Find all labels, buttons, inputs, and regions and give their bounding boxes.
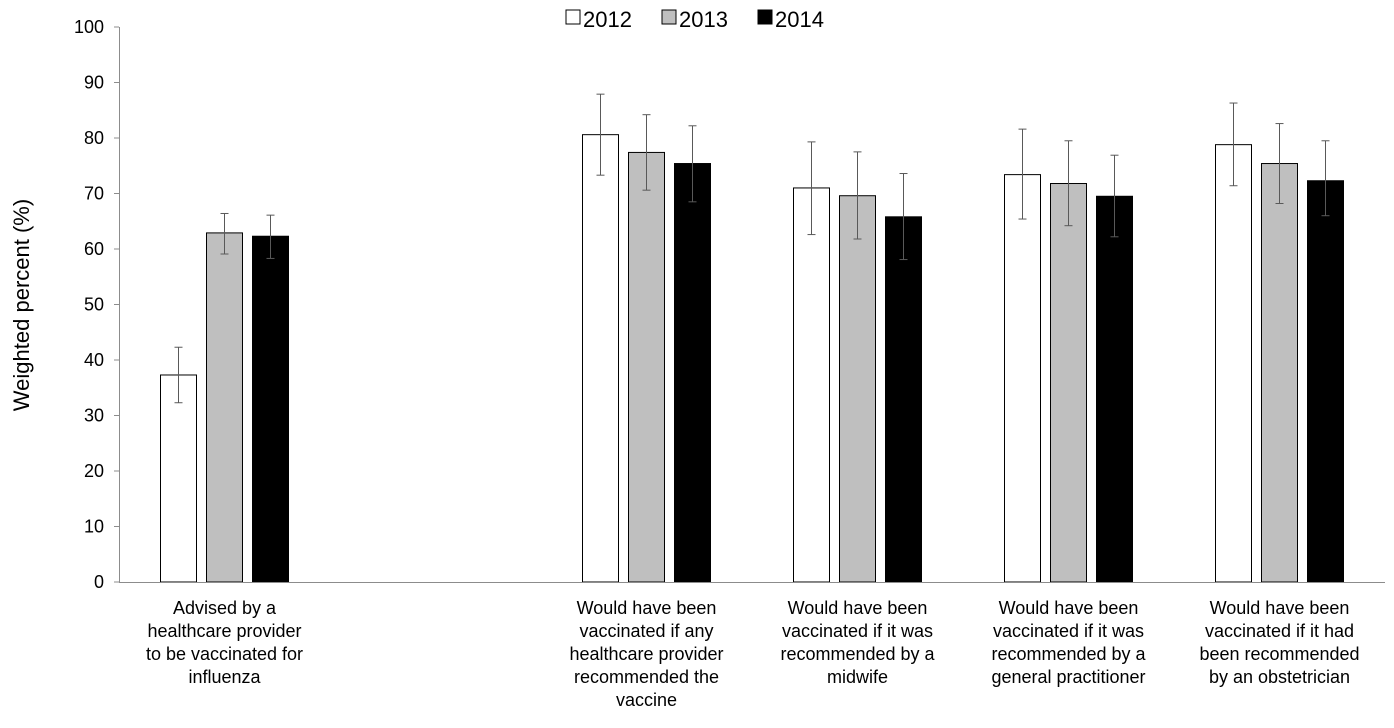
bar-2012	[793, 187, 830, 583]
y-axis-ticks: 0 10 20 30 40 50 60 70 80 90 100	[74, 17, 119, 592]
error-bar-2013	[642, 114, 651, 191]
y-axis-label: Weighted percent (%)	[9, 199, 34, 411]
y-tick-label: 0	[94, 572, 104, 592]
x-category-label: Would have been vaccinated if it had been …	[1199, 598, 1359, 687]
x-category-label: Would have been vaccinated if it was recom…	[991, 598, 1146, 687]
y-tick-label: 30	[84, 406, 104, 426]
y-tick-label: 60	[84, 239, 104, 259]
bar-2013	[1050, 183, 1087, 583]
error-bar-2013	[1064, 140, 1073, 227]
error-bar-2014	[1321, 140, 1330, 217]
y-tick-label: 50	[84, 295, 104, 315]
y-tick-label: 70	[84, 184, 104, 204]
y-tick-label: 20	[84, 461, 104, 481]
error-bar-2012	[807, 141, 816, 236]
bar-2012	[160, 374, 197, 583]
bar-2013	[839, 195, 876, 583]
legend: 2012 2013 2014	[565, 7, 824, 32]
bar-2014	[674, 163, 711, 583]
legend-swatch	[757, 9, 773, 25]
x-category-label: Would have been vaccinated if any healthca…	[569, 598, 723, 710]
error-bar-2014	[899, 173, 908, 261]
error-bar-2013	[220, 212, 229, 255]
error-bars	[174, 93, 1330, 404]
y-tick-label: 100	[74, 17, 104, 37]
legend-swatch	[661, 9, 677, 25]
x-category-label: Advised by a healthcare provider to be vac…	[146, 598, 303, 687]
bar-2012	[582, 134, 619, 583]
legend-swatch	[565, 9, 581, 25]
y-tick-label: 80	[84, 128, 104, 148]
y-tick-label: 10	[84, 517, 104, 537]
bar-2014	[1307, 180, 1344, 583]
error-bar-2012	[1018, 128, 1027, 220]
y-tick-label: 90	[84, 73, 104, 93]
bar-2013	[628, 151, 665, 583]
bar-2012	[1215, 144, 1252, 583]
x-category-label: Would have been vaccinated if it was recom…	[780, 598, 935, 687]
error-bar-2014	[1110, 154, 1119, 238]
error-bar-2013	[1275, 123, 1284, 204]
bar-2014	[1096, 195, 1133, 583]
legend-item-2014: 2014	[757, 7, 824, 32]
category-labels: Advised by a healthcare provider to be vac…	[146, 598, 1360, 710]
error-bar-2012	[596, 93, 605, 176]
bar-2012	[1004, 174, 1041, 583]
error-bar-2013	[853, 151, 862, 240]
error-bar-2014	[688, 125, 697, 203]
error-bar-2012	[174, 346, 183, 404]
legend-label: 2013	[679, 7, 728, 32]
y-tick-label: 40	[84, 350, 104, 370]
bar-2013	[1261, 163, 1298, 583]
error-bar-2012	[1229, 102, 1238, 187]
bar-2014	[252, 235, 289, 583]
legend-label: 2014	[775, 7, 824, 32]
legend-item-2013: 2013	[661, 7, 728, 32]
error-bar-2014	[266, 214, 275, 259]
bar-2013	[206, 232, 243, 583]
bar-2014	[885, 216, 922, 583]
legend-item-2012: 2012	[565, 7, 632, 32]
legend-label: 2012	[583, 7, 632, 32]
bars	[160, 134, 1344, 583]
